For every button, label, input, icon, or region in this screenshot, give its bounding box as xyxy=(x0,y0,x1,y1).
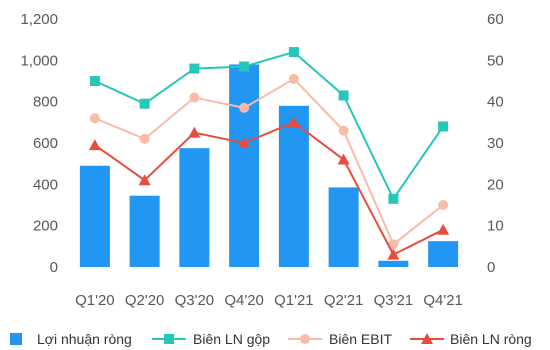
bar xyxy=(179,148,210,267)
left-axis-tick-label: 200 xyxy=(33,218,58,235)
legend-label: Biên LN gộp xyxy=(193,331,270,347)
right-axis-tick-label: 60 xyxy=(487,11,504,28)
category-label: Q2'20 xyxy=(125,292,165,309)
series-point xyxy=(189,63,200,74)
right-axis: 0 10 20 30 40 50 60 xyxy=(487,11,504,276)
series-point xyxy=(337,153,350,165)
line-series-group xyxy=(88,47,450,260)
legend-label: Biên EBIT xyxy=(329,331,392,347)
bar xyxy=(428,241,459,267)
series-point xyxy=(238,137,251,148)
category-axis: Q1'20 Q2'20 Q3'20 Q4'20 Q1'21 Q2'21 Q3'21 Q4'21 xyxy=(75,292,463,309)
series-point xyxy=(88,139,101,151)
series-point xyxy=(437,223,450,235)
series-point xyxy=(89,76,100,86)
series-point xyxy=(421,333,433,344)
left-axis-tick-label: 800 xyxy=(33,94,58,111)
category-label: Q3'20 xyxy=(175,292,215,309)
bar xyxy=(378,260,409,267)
legend: Lợi nhuận ròng Biên LN gộp Biên EBIT Biên L… xyxy=(10,331,532,347)
series-point xyxy=(338,125,349,136)
left-axis-tick-label: 400 xyxy=(33,176,58,193)
series-point xyxy=(138,174,151,186)
right-axis-tick-label: 0 xyxy=(487,259,495,276)
series-point xyxy=(288,73,299,84)
left-axis-tick-label: 1,000 xyxy=(20,52,58,69)
series-line xyxy=(94,77,444,246)
series-point xyxy=(189,92,200,103)
right-axis-tick-label: 30 xyxy=(487,135,504,152)
bar xyxy=(229,64,260,267)
series-point xyxy=(239,102,250,113)
series-point xyxy=(287,116,300,128)
series-point xyxy=(139,98,150,109)
bar xyxy=(129,195,160,267)
left-axis-tick-label: 1,200 xyxy=(20,11,58,28)
series-point xyxy=(438,121,449,132)
right-axis-tick-label: 20 xyxy=(487,176,504,193)
series-point xyxy=(438,200,449,210)
right-axis-tick-label: 40 xyxy=(487,94,504,111)
series-point xyxy=(164,334,174,344)
line-series xyxy=(88,116,450,260)
series-point xyxy=(239,61,250,72)
category-label: Q1'21 xyxy=(274,292,314,309)
bar xyxy=(328,187,359,267)
series-point xyxy=(288,47,299,58)
right-axis-tick-label: 50 xyxy=(487,52,504,69)
series-point xyxy=(388,239,399,250)
bar xyxy=(278,105,309,267)
left-axis-tick-label: 0 xyxy=(50,259,58,276)
right-axis-tick-label: 10 xyxy=(487,218,504,235)
series-point xyxy=(89,113,100,124)
series-point xyxy=(300,334,310,344)
bar-series xyxy=(79,64,459,267)
series-line xyxy=(94,121,444,256)
series-point xyxy=(188,126,201,138)
category-label: Q1'20 xyxy=(75,292,115,309)
line-series xyxy=(89,73,449,250)
legend-swatch xyxy=(10,333,22,345)
series-point xyxy=(388,193,399,204)
left-axis-tick-label: 600 xyxy=(33,135,58,152)
category-label: Q3'21 xyxy=(374,292,414,309)
bar xyxy=(79,165,110,267)
left-axis: 0 200 400 600 800 1,000 1,200 xyxy=(20,11,58,276)
series-line xyxy=(94,50,444,201)
legend-label: Lợi nhuận ròng xyxy=(37,331,132,347)
series-point xyxy=(139,133,150,144)
category-label: Q4'21 xyxy=(423,292,463,309)
series-point xyxy=(338,90,349,101)
legend-label: Biên LN ròng xyxy=(450,331,532,347)
series-point xyxy=(387,248,400,260)
line-series xyxy=(89,47,449,204)
category-label: Q4'20 xyxy=(224,292,264,309)
category-label: Q2'21 xyxy=(324,292,364,309)
